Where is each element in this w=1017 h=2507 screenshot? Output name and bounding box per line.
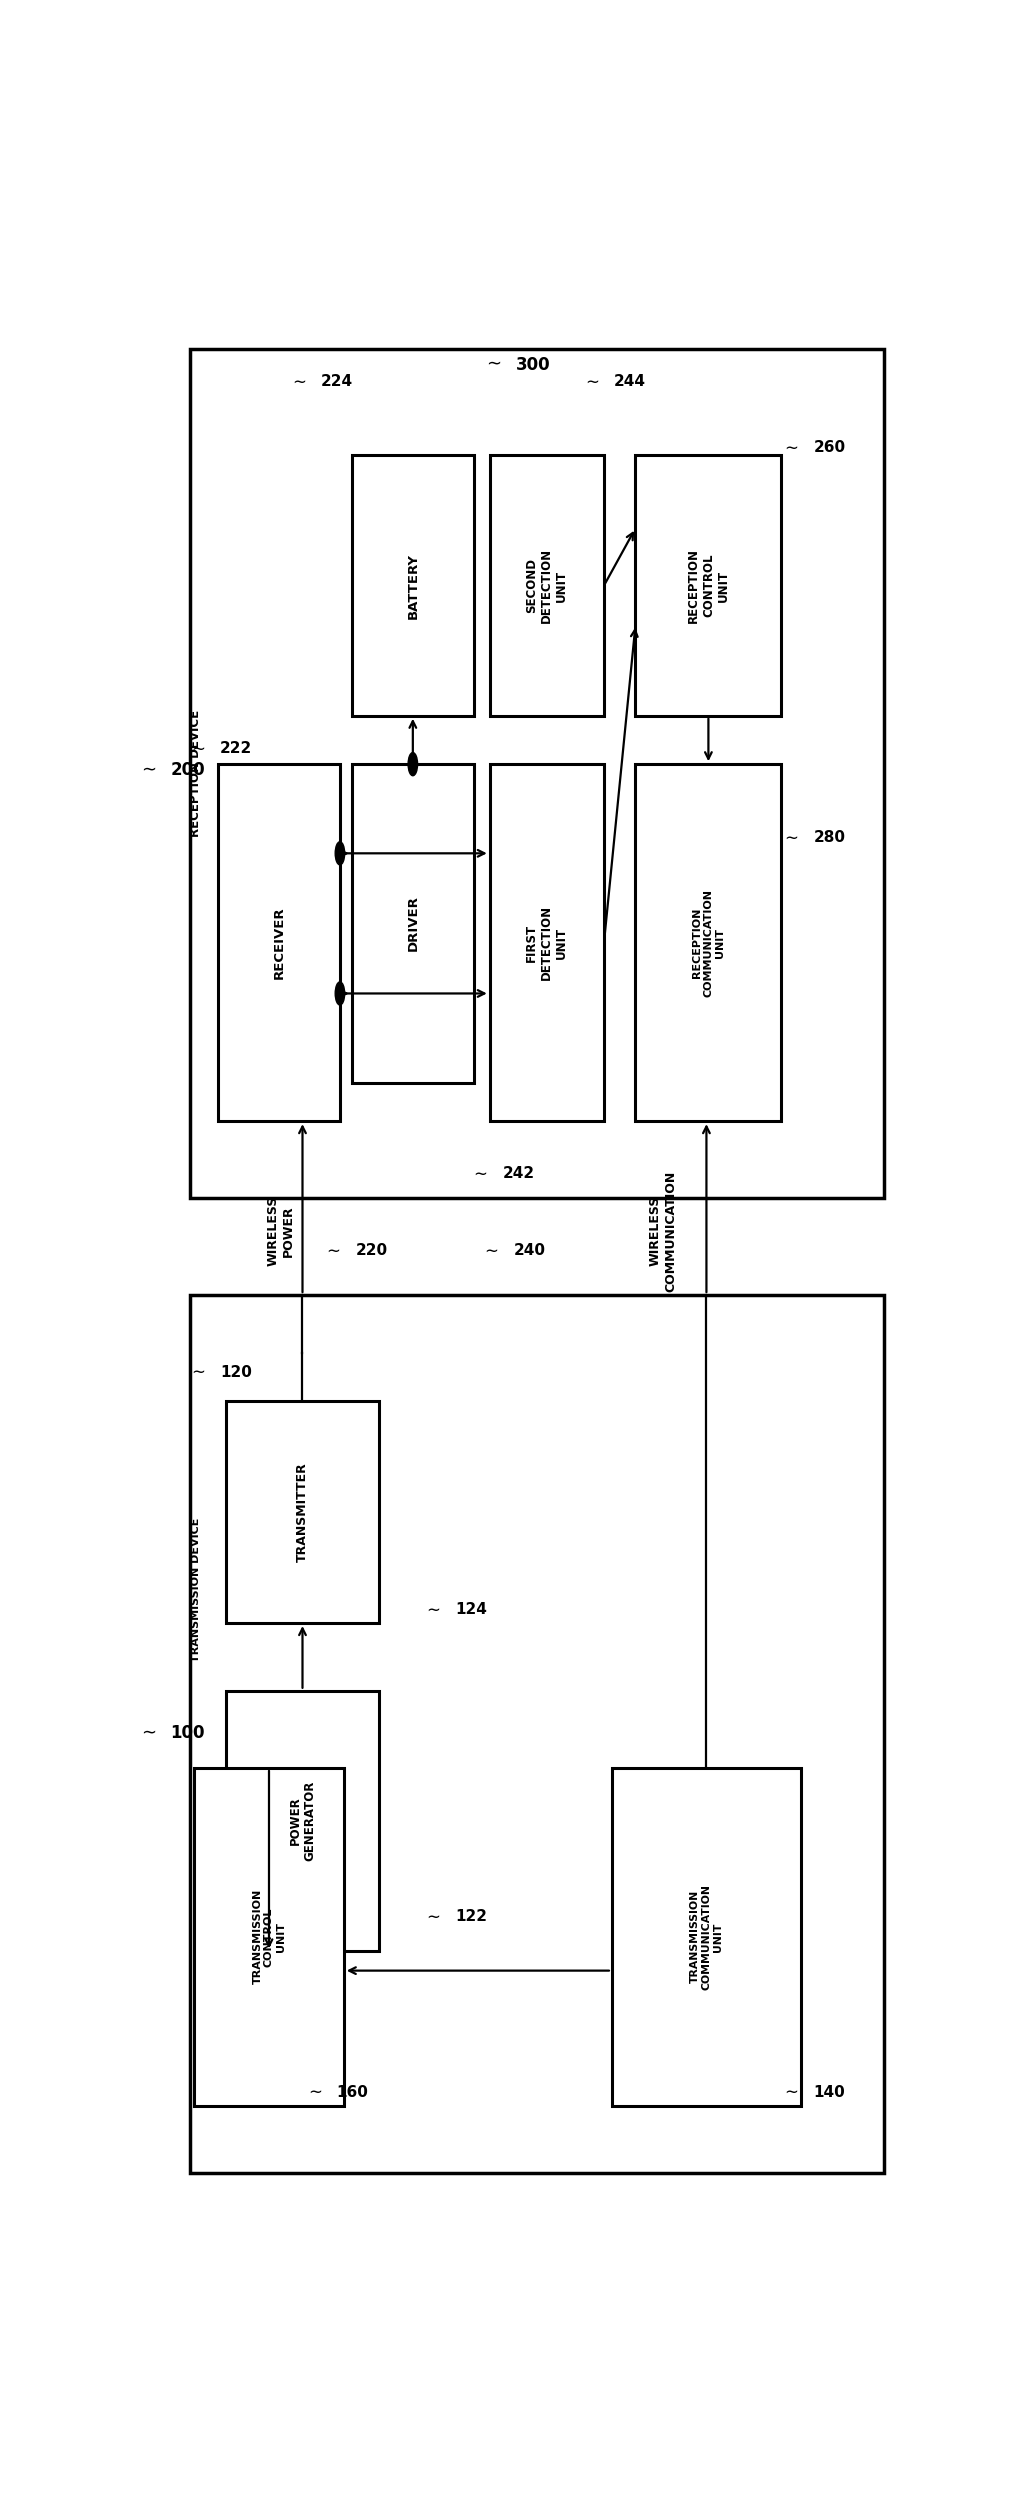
Bar bbox=[190, 348, 884, 1198]
Text: 122: 122 bbox=[455, 1908, 487, 1923]
Circle shape bbox=[408, 752, 418, 775]
Text: WIRELESS
POWER: WIRELESS POWER bbox=[266, 1196, 295, 1266]
Bar bbox=[636, 765, 781, 1121]
Text: ∼: ∼ bbox=[585, 374, 599, 391]
Bar bbox=[226, 1401, 379, 1622]
Text: ∼: ∼ bbox=[785, 827, 798, 847]
Text: 300: 300 bbox=[516, 356, 550, 374]
Text: 240: 240 bbox=[514, 1243, 545, 1259]
Text: ∼: ∼ bbox=[486, 356, 501, 374]
Bar bbox=[352, 456, 474, 717]
Text: DRIVER: DRIVER bbox=[407, 895, 419, 950]
Bar bbox=[194, 1767, 344, 2106]
Text: ∼: ∼ bbox=[292, 374, 306, 391]
Bar bbox=[486, 369, 608, 1178]
Text: 120: 120 bbox=[220, 1364, 252, 1379]
Bar bbox=[226, 1690, 379, 1950]
Text: 242: 242 bbox=[502, 1166, 534, 1181]
Text: ∼: ∼ bbox=[191, 740, 205, 757]
Text: ∼: ∼ bbox=[484, 1241, 498, 1259]
Text: TRANSMITTER: TRANSMITTER bbox=[296, 1462, 309, 1562]
Text: ∼: ∼ bbox=[140, 762, 156, 780]
Text: ∼: ∼ bbox=[473, 1163, 487, 1183]
Text: 160: 160 bbox=[337, 2086, 368, 2101]
Text: 224: 224 bbox=[321, 374, 353, 389]
Text: 124: 124 bbox=[455, 1602, 487, 1617]
Text: RECEPTION DEVICE: RECEPTION DEVICE bbox=[189, 709, 202, 837]
Text: 222: 222 bbox=[220, 742, 252, 757]
Text: TRANSMISSION
COMMUNICATION
UNIT: TRANSMISSION COMMUNICATION UNIT bbox=[690, 1883, 723, 1991]
Bar bbox=[218, 1381, 387, 1642]
Text: 100: 100 bbox=[171, 1725, 205, 1742]
Text: TRANSMISSION
CONTROL
UNIT: TRANSMISSION CONTROL UNIT bbox=[252, 1890, 286, 1986]
Text: RECEPTION
COMMUNICATION
UNIT: RECEPTION COMMUNICATION UNIT bbox=[692, 887, 725, 998]
Text: ∼: ∼ bbox=[426, 1599, 440, 1620]
Text: WIRELESS
COMMUNICATION: WIRELESS COMMUNICATION bbox=[649, 1171, 677, 1291]
Bar bbox=[218, 765, 340, 1121]
Text: 140: 140 bbox=[814, 2086, 845, 2101]
Bar bbox=[210, 369, 577, 1178]
Text: ∼: ∼ bbox=[308, 2083, 321, 2101]
Text: 220: 220 bbox=[356, 1243, 387, 1259]
Text: BATTERY: BATTERY bbox=[407, 552, 419, 619]
Text: 200: 200 bbox=[171, 762, 205, 780]
Circle shape bbox=[336, 983, 345, 1005]
Text: 280: 280 bbox=[814, 830, 845, 845]
Text: ∼: ∼ bbox=[785, 2083, 798, 2101]
Text: ∼: ∼ bbox=[326, 1241, 341, 1259]
Text: TRANSMISSION DEVICE: TRANSMISSION DEVICE bbox=[191, 1517, 200, 1662]
Bar bbox=[352, 765, 474, 1083]
Bar bbox=[210, 1354, 510, 1825]
Text: 244: 244 bbox=[614, 374, 646, 389]
Bar bbox=[190, 1296, 884, 2174]
Text: POWER
GENERATOR: POWER GENERATOR bbox=[289, 1780, 316, 1860]
Text: RECEPTION
CONTROL
UNIT: RECEPTION CONTROL UNIT bbox=[686, 549, 730, 624]
Bar bbox=[636, 456, 781, 717]
Bar bbox=[490, 456, 604, 717]
Text: ∼: ∼ bbox=[191, 1364, 205, 1381]
Text: ∼: ∼ bbox=[140, 1725, 156, 1742]
Text: FIRST
DETECTION
UNIT: FIRST DETECTION UNIT bbox=[526, 905, 569, 980]
Text: ∼: ∼ bbox=[426, 1908, 440, 1925]
Bar bbox=[490, 765, 604, 1121]
Circle shape bbox=[336, 842, 345, 865]
Text: ∼: ∼ bbox=[785, 439, 798, 456]
Text: RECEIVER: RECEIVER bbox=[273, 908, 286, 980]
Bar bbox=[612, 1767, 801, 2106]
Text: 260: 260 bbox=[814, 441, 846, 456]
Text: SECOND
DETECTION
UNIT: SECOND DETECTION UNIT bbox=[526, 549, 569, 624]
